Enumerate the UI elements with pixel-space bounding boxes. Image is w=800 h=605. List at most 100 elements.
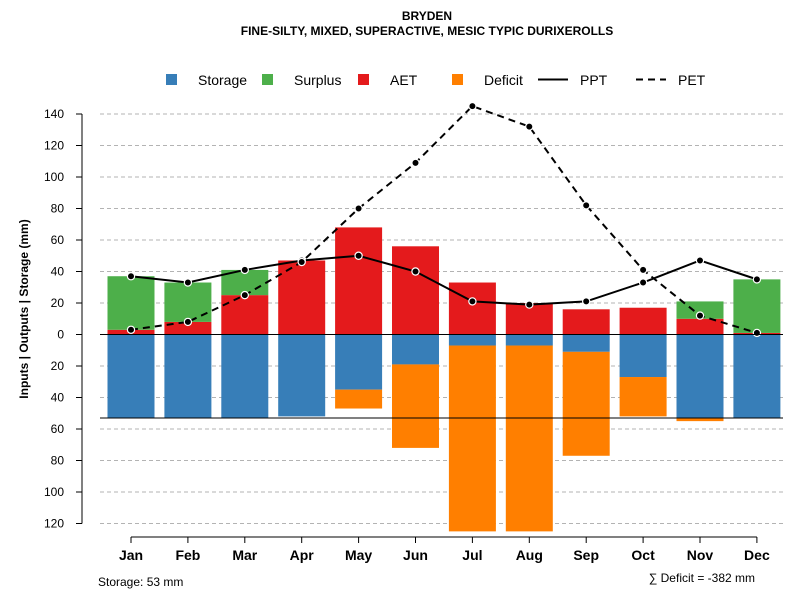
bar-storage (505, 334, 553, 346)
bar-deficit (562, 351, 610, 456)
ppt-line (130, 254, 758, 306)
pet-point (582, 201, 591, 210)
ppt-point (525, 300, 534, 309)
ppt-point (582, 297, 591, 306)
pet-point (695, 311, 705, 320)
bar-deficit (505, 345, 553, 532)
bar-aet (278, 260, 326, 335)
bar-storage (278, 334, 326, 417)
axes: 140 120 100 80 60 40 20 0 20 40 60 80 100 120 Jan Feb Ma… (44, 107, 783, 563)
x-tick-label: Jan (119, 547, 143, 563)
bar-storage (733, 334, 781, 418)
legend: Storage Surplus AET Deficit PPT PET (166, 72, 706, 88)
y-tick-label: 140 (44, 107, 64, 121)
ppt-point (752, 275, 762, 284)
legend-label: Storage (198, 72, 247, 88)
x-tick-label: Jun (403, 547, 428, 563)
bar-aet (335, 227, 383, 335)
bar-storage (164, 334, 212, 418)
bar-deficit (619, 377, 667, 417)
legend-swatch (166, 74, 177, 85)
y-tick-label: 60 (51, 233, 65, 247)
y-tick-label: 120 (44, 139, 64, 153)
bar-surplus (107, 276, 155, 330)
pet-point (354, 204, 363, 213)
y-tick-label: 100 (44, 485, 64, 499)
y-tick-label: 120 (44, 517, 64, 531)
y-tick-label: 20 (51, 296, 65, 310)
ppt-point (411, 267, 420, 276)
bar-storage (392, 334, 439, 365)
bar-aet (164, 321, 212, 335)
pet-point (468, 101, 477, 111)
legend-swatch (452, 74, 463, 85)
bar-deficit (448, 345, 496, 532)
x-tick-label: Jul (462, 547, 482, 563)
y-tick-label: 60 (51, 422, 65, 436)
bar-storage (619, 334, 667, 378)
x-tick-label: Nov (687, 547, 714, 563)
bar-aet (619, 307, 667, 335)
bar-deficit (335, 389, 383, 409)
chart-title: BRYDEN (402, 9, 452, 23)
x-tick-label: May (345, 547, 372, 563)
ppt-point (183, 278, 193, 287)
ppt-point (240, 265, 249, 275)
legend-label: PET (678, 72, 706, 88)
legend-label: Deficit (484, 72, 523, 88)
bar-deficit (676, 417, 724, 422)
bar-storage (562, 334, 610, 352)
bar-storage (335, 334, 383, 390)
bar-aet (676, 318, 724, 335)
legend-swatch (358, 74, 369, 85)
x-tick-label: Sep (573, 547, 599, 563)
pet-point (126, 325, 136, 334)
y-tick-label: 80 (51, 454, 65, 468)
x-tick-label: Dec (744, 547, 770, 563)
ppt-point (695, 256, 705, 265)
chart-subtitle: FINE-SILTY, MIXED, SUPERACTIVE, MESIC TY… (241, 24, 613, 38)
bars (107, 227, 781, 532)
y-tick-label: 80 (51, 202, 65, 216)
legend-label: Surplus (294, 72, 341, 88)
legend-label: PPT (580, 72, 608, 88)
storage-note: Storage: 53 mm (98, 575, 183, 589)
x-tick-label: Feb (175, 547, 200, 563)
ppt-point (638, 278, 648, 287)
ppt-point (468, 297, 477, 306)
bar-storage (676, 334, 724, 418)
bar-surplus (164, 282, 212, 322)
legend-label: AET (390, 72, 418, 88)
x-tick-label: Mar (232, 547, 257, 563)
y-tick-label: 100 (44, 170, 64, 184)
y-tick-label: 0 (57, 328, 64, 342)
pet-point (752, 328, 762, 338)
gridlines (100, 113, 783, 524)
pet-point (240, 290, 249, 300)
x-tick-label: Aug (516, 547, 543, 563)
ppt-point (126, 272, 136, 281)
pet-point (297, 257, 306, 267)
y-tick-label: 40 (51, 391, 65, 405)
bar-aet (392, 246, 439, 335)
bar-aet (221, 295, 269, 335)
x-tick-label: Apr (290, 547, 315, 563)
legend-swatch (262, 74, 273, 85)
pet-line (130, 104, 758, 334)
y-axis-label: Inputs | Outputs | Storage (mm) (17, 219, 31, 398)
pet-point (638, 265, 648, 275)
pet-point (525, 122, 534, 131)
y-tick-label: 20 (51, 359, 65, 373)
pet-point (411, 158, 420, 168)
bar-surplus (733, 279, 781, 333)
y-tick-label: 40 (51, 265, 65, 279)
x-tick-label: Oct (631, 547, 655, 563)
pet-point (183, 317, 193, 327)
bar-storage (221, 334, 269, 418)
ppt-point (354, 251, 363, 260)
deficit-total: ∑ Deficit = -382 mm (649, 571, 755, 585)
bar-aet (562, 309, 610, 335)
bar-surplus (676, 301, 724, 319)
